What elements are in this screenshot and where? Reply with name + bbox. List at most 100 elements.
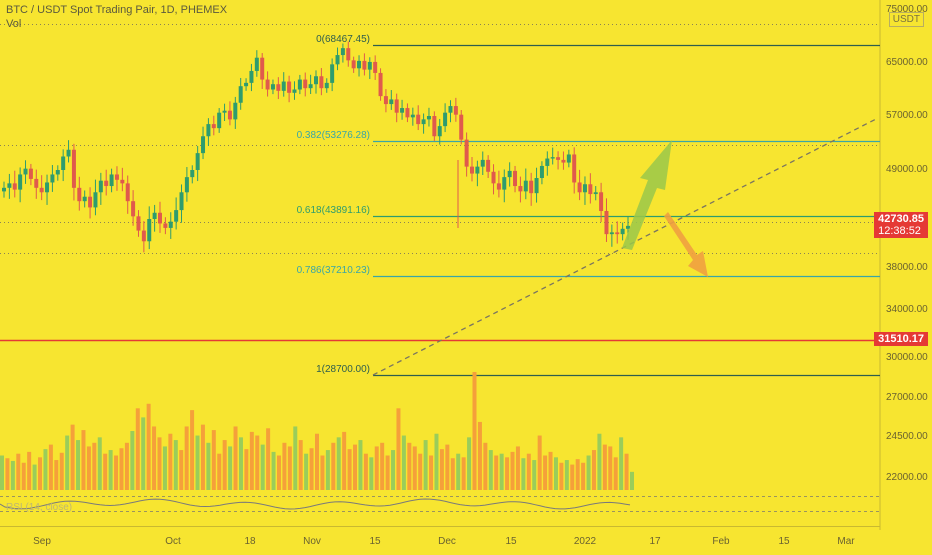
candle-body <box>367 61 372 70</box>
candle-body <box>615 232 620 235</box>
volume-bar <box>488 450 493 490</box>
volume-bar <box>222 440 227 490</box>
volume-bar <box>0 455 4 490</box>
y-tick-label: 75000.00 <box>886 4 928 15</box>
candle-body <box>577 182 582 193</box>
candle-body <box>464 139 469 167</box>
volume-label: Vol <box>6 18 22 30</box>
candle-body <box>276 84 281 91</box>
candle-body <box>599 192 604 211</box>
candle-body <box>351 60 356 69</box>
x-tick-label: Mar <box>837 536 855 547</box>
candle-body <box>486 159 491 172</box>
x-tick-label: 17 <box>649 536 661 547</box>
volume-bar <box>287 446 292 490</box>
fib-level-label: 0.382(53276.28) <box>296 129 370 141</box>
volume-bar <box>418 453 423 490</box>
candle-body <box>314 76 318 85</box>
bearish-arrow <box>664 212 708 277</box>
x-tick-label: Dec <box>438 536 456 547</box>
indicator-label: RSI (14, close) <box>6 502 73 513</box>
candle-body <box>152 212 157 219</box>
candle-body <box>416 114 421 125</box>
volume-bar <box>59 452 64 490</box>
y-tick-label: 65000.00 <box>886 57 928 68</box>
candle-body <box>550 157 555 159</box>
candle-body <box>222 110 227 113</box>
volume-bar <box>548 451 553 490</box>
y-tick-label: 24500.00 <box>886 431 928 442</box>
volume-bar <box>38 457 43 490</box>
volume-bar <box>429 455 434 490</box>
volume-bar <box>97 437 102 490</box>
volume-bar <box>320 455 325 490</box>
volume-bar <box>369 457 374 490</box>
candle-body <box>545 158 550 166</box>
volume-bar <box>526 453 531 490</box>
candle-body <box>93 192 98 208</box>
candle-body <box>593 192 598 195</box>
candle-body <box>163 223 168 228</box>
candle-body <box>211 124 216 129</box>
candle-body <box>50 174 55 183</box>
candle-body <box>179 192 184 211</box>
candle-body <box>378 72 383 97</box>
volume-bar <box>608 446 613 490</box>
fib-level-label: 0.618(43891.16) <box>296 204 370 216</box>
volume-bar <box>353 444 358 490</box>
candle-body <box>507 170 512 178</box>
candle-body <box>335 55 340 65</box>
candle-body <box>324 82 329 89</box>
volume-bar <box>21 462 26 490</box>
volume-bar <box>336 437 341 490</box>
candle-body <box>287 81 292 93</box>
volume-bar <box>521 458 526 490</box>
volume-bar <box>260 444 265 490</box>
candle-body <box>400 108 405 113</box>
volume-bar <box>217 453 222 490</box>
current-price-tag: 42730.85 12:38:52 <box>874 212 928 238</box>
volume-bar <box>543 455 548 490</box>
volume-bar <box>331 442 336 490</box>
candle-body <box>529 180 534 194</box>
volume-bar <box>374 446 379 490</box>
candle-body <box>405 108 410 118</box>
candle-body <box>303 79 308 89</box>
candle-body <box>340 48 345 56</box>
candle-body <box>346 48 351 61</box>
candle-body <box>174 210 179 222</box>
volume-bar <box>168 433 173 490</box>
volume-bar <box>315 433 319 490</box>
volume-bar <box>380 442 385 490</box>
candle-body <box>443 112 448 127</box>
candle-body <box>61 156 66 170</box>
candle-body <box>2 187 6 192</box>
candle-body <box>513 170 518 187</box>
volume-bar <box>27 451 32 490</box>
volume-bar <box>423 440 428 490</box>
volume-bar <box>586 455 591 490</box>
candle-body <box>265 79 270 90</box>
candle-body <box>518 186 523 192</box>
candle-body <box>421 119 426 125</box>
x-tick-label: Oct <box>165 536 181 547</box>
volume-bar <box>347 449 352 490</box>
volume-bar <box>255 435 260 490</box>
volume-bar <box>510 451 515 490</box>
candle-body <box>45 182 50 193</box>
volume-bar <box>494 455 499 490</box>
volume-bar <box>65 435 70 490</box>
bullish-arrow <box>622 140 672 250</box>
volume-bar <box>401 435 406 490</box>
volume-bar <box>325 450 330 490</box>
candle-body <box>432 116 437 137</box>
currency-badge[interactable]: USDT <box>888 12 924 27</box>
candle-body <box>502 177 507 190</box>
candle-body <box>109 174 114 187</box>
volume-bar <box>450 458 455 490</box>
volume-bar <box>581 462 586 490</box>
volume-bar <box>483 442 488 490</box>
volume-bar <box>108 450 113 490</box>
candle-body <box>39 187 44 193</box>
